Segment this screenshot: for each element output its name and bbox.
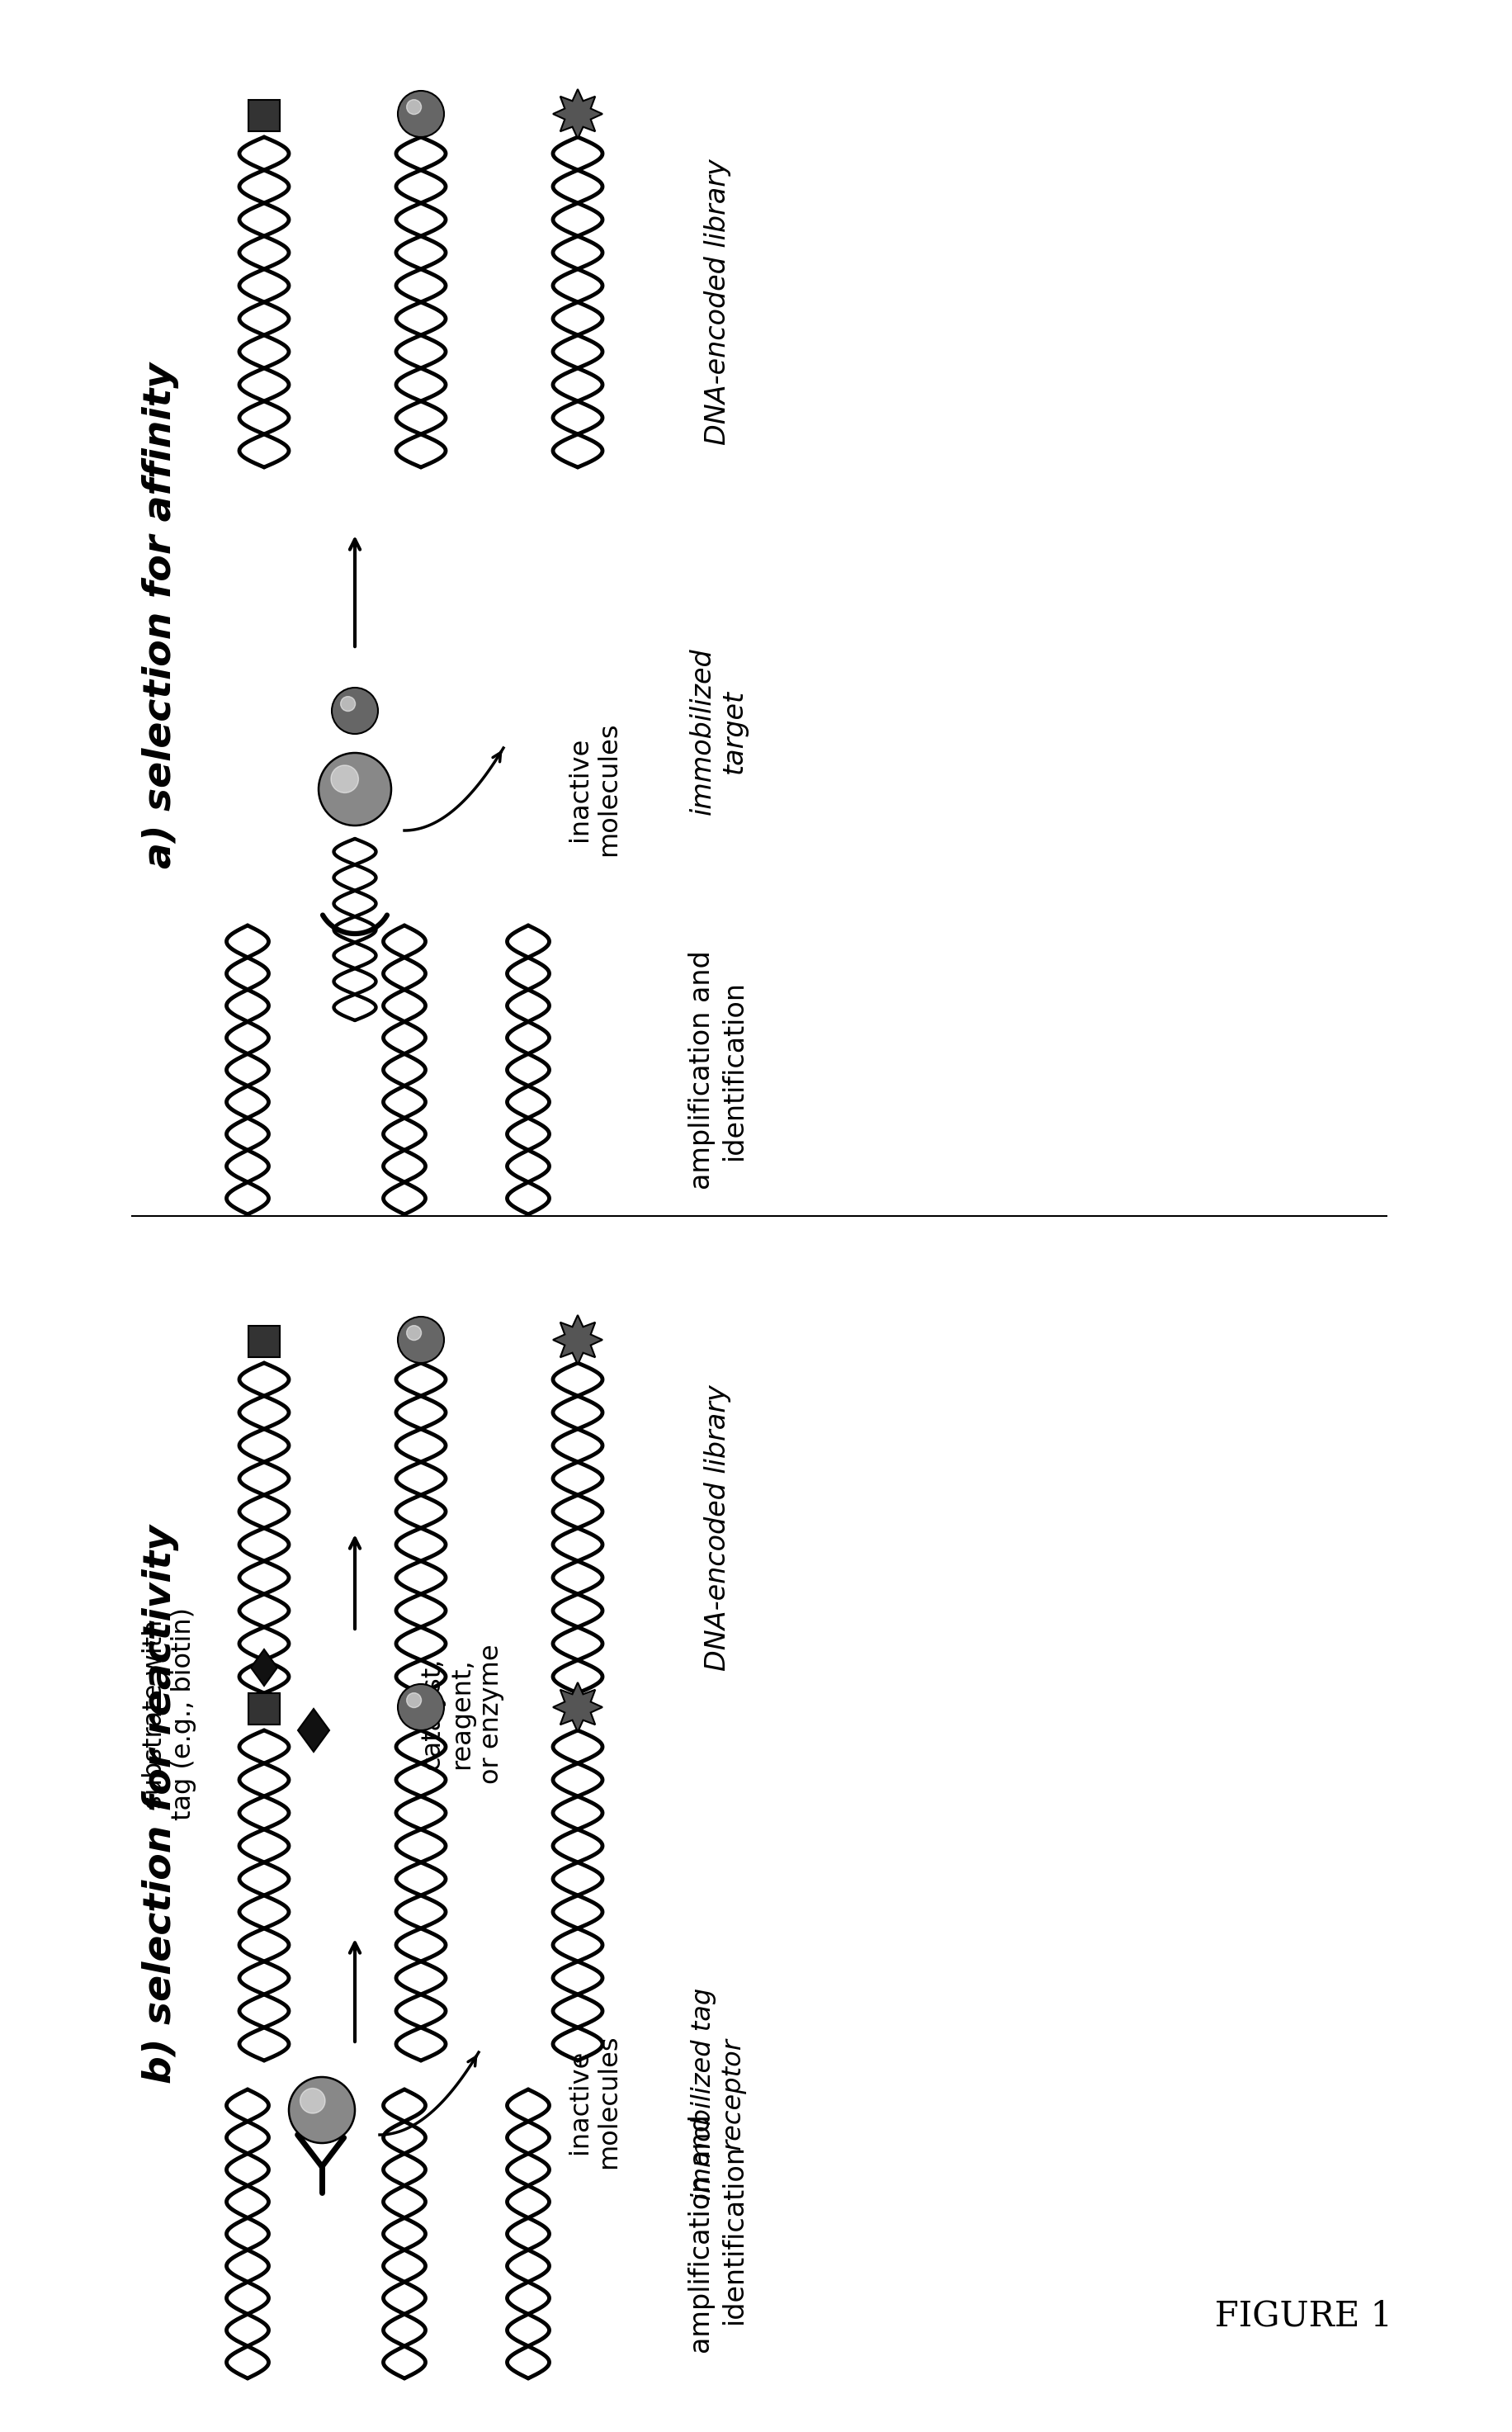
Text: a) selection for affinity: a) selection for affinity [142,362,180,868]
Text: FIGURE 1: FIGURE 1 [1214,2298,1393,2335]
Text: DNA-encoded library: DNA-encoded library [705,158,732,445]
Circle shape [340,696,355,710]
Circle shape [407,1693,422,1707]
Circle shape [331,688,378,734]
Text: amplification and
identification: amplification and identification [688,2113,747,2354]
Circle shape [398,90,445,136]
Circle shape [398,1683,445,1729]
Bar [248,1325,280,1357]
Circle shape [289,2077,355,2143]
Polygon shape [553,90,602,139]
Text: amplification and
identification: amplification and identification [688,951,747,1189]
Circle shape [407,1325,422,1340]
Text: catalyst,
reagent,
or enzyme: catalyst, reagent, or enzyme [420,1644,503,1783]
Circle shape [407,100,422,114]
Text: inactive
molecules: inactive molecules [567,2036,621,2169]
Bar [248,100,280,131]
Text: DNA-encoded library: DNA-encoded library [705,1384,732,1671]
Text: immobilized tag
receptor: immobilized tag receptor [689,1987,745,2199]
Text: inactive
molecules: inactive molecules [567,722,621,856]
Bar [248,1693,280,1724]
Polygon shape [251,1649,277,1685]
Circle shape [331,766,358,793]
Circle shape [299,2089,325,2113]
Text: immobilized
target: immobilized target [688,647,747,815]
Polygon shape [298,1710,330,1751]
Text: b) selection for reactivity: b) selection for reactivity [142,1525,180,2084]
Polygon shape [553,1316,602,1364]
Circle shape [319,754,392,824]
Circle shape [398,1316,445,1362]
Text: substrate with
tag (e.g., biotin): substrate with tag (e.g., biotin) [142,1608,197,1819]
Polygon shape [553,1683,602,1732]
